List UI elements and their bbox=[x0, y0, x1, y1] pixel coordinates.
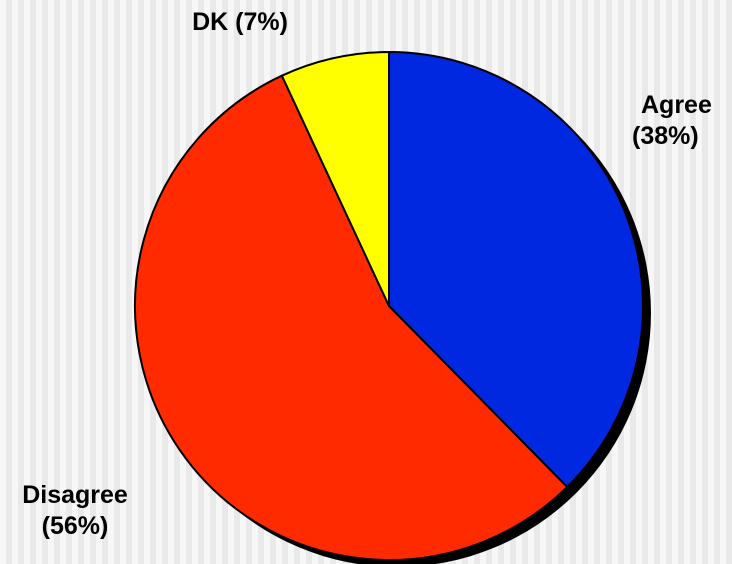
slice-label-disagree-name: Disagree bbox=[22, 481, 128, 509]
pie-slices bbox=[134, 51, 644, 562]
slice-label-disagree-percent: (56%) bbox=[41, 512, 109, 540]
slice-label-agree-name: Agree bbox=[641, 91, 712, 119]
slice-label-agree-percent: (38%) bbox=[632, 122, 699, 150]
pie-slice-disagree bbox=[134, 74, 569, 562]
slice-label-dk-percent: (7%) bbox=[235, 8, 288, 36]
slice-label-dk: DK (7%) bbox=[160, 7, 320, 38]
slice-label-disagree: Disagree (56%) bbox=[0, 480, 150, 542]
pie-slice-dk bbox=[280, 51, 390, 307]
slice-label-agree: Agree (38%) bbox=[632, 90, 732, 152]
pie-slice-agree bbox=[388, 51, 644, 488]
slice-label-dk-name: DK bbox=[192, 8, 229, 36]
